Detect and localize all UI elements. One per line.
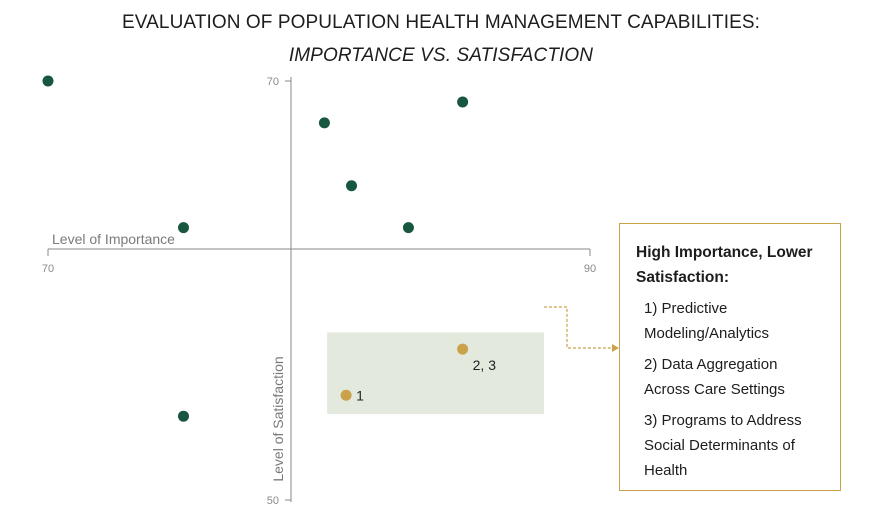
data-point bbox=[319, 117, 330, 128]
x-tick-label: 70 bbox=[42, 263, 54, 275]
callout-item-line: 3) Programs to Address bbox=[644, 408, 830, 433]
highlight-point bbox=[341, 390, 352, 401]
data-point bbox=[403, 222, 414, 233]
callout-item: 3) Programs to Address Social Determinan… bbox=[636, 408, 830, 483]
callout-item: 1) Predictive Modeling/Analytics bbox=[636, 296, 830, 346]
callout-box: High Importance, Lower Satisfaction: 1) … bbox=[619, 223, 841, 491]
x-axis-label: Level of Importance bbox=[52, 231, 175, 247]
x-tick-label: 90 bbox=[584, 263, 596, 275]
callout-item-line: Modeling/Analytics bbox=[644, 321, 830, 346]
callout-heading: High Importance, Lower Satisfaction: bbox=[636, 240, 830, 290]
callout-item: 2) Data Aggregation Across Care Settings bbox=[636, 352, 830, 402]
callout-item-line: 1) Predictive bbox=[644, 296, 830, 321]
point-label: 1 bbox=[356, 387, 364, 403]
callout-arrowhead bbox=[612, 344, 619, 352]
callout-item-line: Health bbox=[644, 458, 830, 483]
tick-labels: 70 90 70 50 bbox=[42, 76, 596, 507]
data-point bbox=[346, 180, 357, 191]
callout-item-line: Social Determinants of bbox=[644, 433, 830, 458]
callout-item-line: Across Care Settings bbox=[644, 377, 830, 402]
point-label: 2, 3 bbox=[473, 357, 497, 373]
callout-heading-line: Satisfaction: bbox=[636, 265, 830, 290]
axes bbox=[48, 77, 590, 502]
y-axis-label: Level of Satisfaction bbox=[270, 356, 286, 481]
y-tick-label: 70 bbox=[267, 76, 279, 88]
y-tick-label: 50 bbox=[267, 495, 279, 507]
highlight-point bbox=[457, 344, 468, 355]
data-point bbox=[178, 222, 189, 233]
callout-item-line: 2) Data Aggregation bbox=[644, 352, 830, 377]
data-point bbox=[457, 96, 468, 107]
data-point bbox=[43, 76, 54, 87]
callout-heading-line: High Importance, Lower bbox=[636, 240, 830, 265]
data-point bbox=[178, 411, 189, 422]
callout-connector bbox=[544, 307, 612, 348]
